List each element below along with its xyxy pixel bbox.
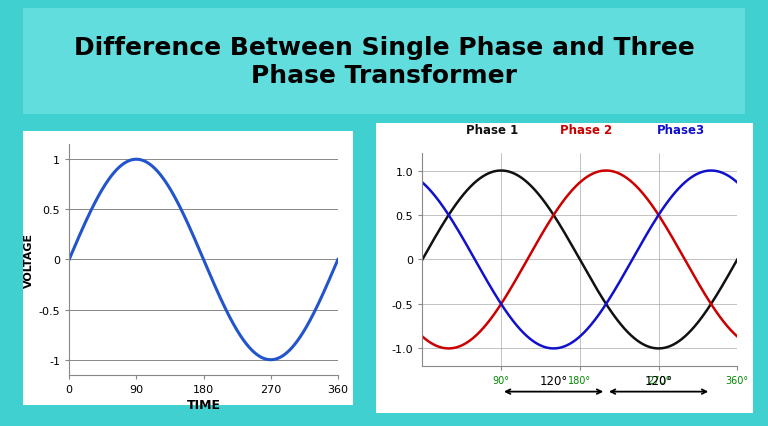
FancyBboxPatch shape (0, 4, 768, 119)
Text: 120°: 120° (644, 374, 673, 387)
Text: Phase 1: Phase 1 (465, 124, 518, 136)
Text: Phase3: Phase3 (657, 124, 705, 136)
Text: Phase 2: Phase 2 (560, 124, 612, 136)
Text: 120°: 120° (539, 374, 568, 387)
Text: Difference Between Single Phase and Three
Phase Transformer: Difference Between Single Phase and Thre… (74, 36, 694, 88)
X-axis label: TIME: TIME (187, 398, 220, 411)
Y-axis label: VOLTAGE: VOLTAGE (25, 232, 35, 288)
